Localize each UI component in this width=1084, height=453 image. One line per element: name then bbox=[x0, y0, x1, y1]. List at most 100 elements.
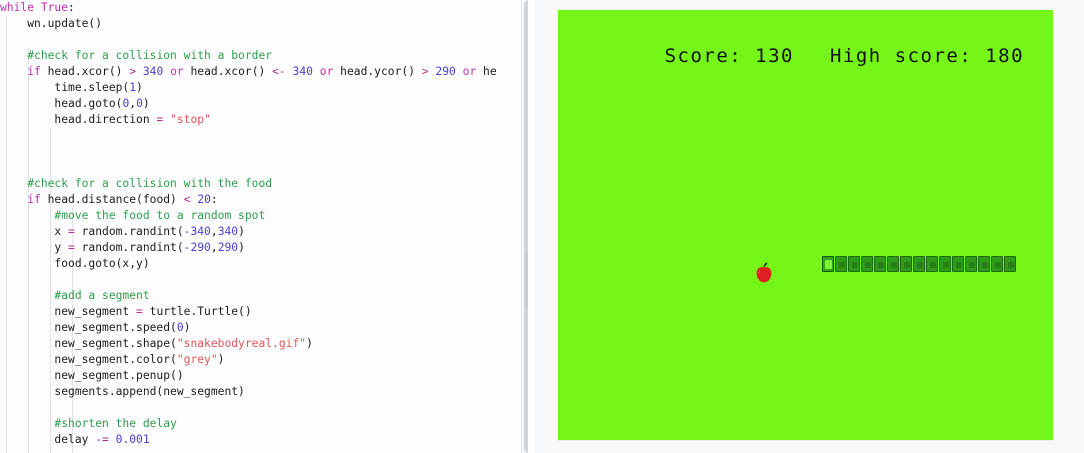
code-line[interactable]: food.goto(x,y) bbox=[0, 256, 520, 272]
code-token: random.randint( bbox=[74, 241, 184, 254]
snake-body-segment bbox=[926, 256, 938, 272]
code-token: 0 bbox=[136, 97, 143, 110]
code-token: 0 bbox=[122, 97, 130, 110]
scrollbar-thumb[interactable] bbox=[524, 0, 528, 453]
code-editor-pane[interactable]: while True: wn.update() #check for a col… bbox=[0, 0, 528, 453]
code-line[interactable]: if head.xcor() > 340 or head.xcor() <- 3… bbox=[0, 64, 520, 80]
snake-body-segment bbox=[887, 256, 899, 272]
code-line[interactable] bbox=[0, 144, 520, 160]
code-line[interactable]: #check for a collision with a border bbox=[0, 48, 520, 64]
code-token bbox=[313, 65, 320, 78]
code-token bbox=[456, 65, 463, 78]
scrollbar-grip-icon[interactable] bbox=[525, 252, 528, 308]
code-token: , bbox=[129, 97, 137, 110]
code-token: 340 bbox=[142, 65, 164, 78]
code-token: 0 bbox=[176, 321, 184, 334]
code-token: -340 bbox=[183, 225, 211, 238]
code-token: True bbox=[40, 1, 69, 14]
code-line[interactable]: new_segment.color("grey") bbox=[0, 352, 520, 368]
code-line[interactable]: wn.update() bbox=[0, 16, 520, 32]
code-token bbox=[109, 433, 116, 446]
high-score-label: High score: 180 bbox=[829, 45, 1025, 67]
code-token bbox=[0, 65, 27, 78]
code-token: new_segment.shape( bbox=[0, 337, 177, 350]
code-token bbox=[0, 193, 27, 206]
game-canvas[interactable]: Score: 130 High score: 180 bbox=[558, 10, 1053, 440]
code-text-area[interactable]: while True: wn.update() #check for a col… bbox=[0, 0, 520, 453]
code-line[interactable]: if head.distance(food) < 20: bbox=[0, 192, 520, 208]
code-line[interactable]: while True: bbox=[0, 0, 520, 16]
game-window[interactable]: Score: 130 High score: 180 bbox=[534, 0, 1084, 453]
snake-body-segment bbox=[874, 256, 886, 272]
code-line[interactable]: #move the food to a random spot bbox=[0, 208, 520, 224]
apple-food-icon bbox=[754, 262, 774, 284]
snake-body-segment bbox=[1004, 256, 1016, 272]
code-line[interactable]: x = random.randint(-340,340) bbox=[0, 224, 520, 240]
code-line[interactable] bbox=[0, 400, 520, 416]
snake-body-segment bbox=[900, 256, 912, 272]
code-line[interactable]: #check for a collision with the food bbox=[0, 176, 520, 192]
snake-body-segment bbox=[965, 256, 977, 272]
snake-body-segment bbox=[991, 256, 1003, 272]
code-token bbox=[286, 65, 293, 78]
code-token: "snakebodyreal.gif" bbox=[176, 337, 307, 350]
code-token: -= bbox=[95, 433, 109, 446]
code-token: = bbox=[68, 225, 75, 238]
code-line[interactable] bbox=[0, 128, 520, 144]
code-token: 290 bbox=[435, 65, 456, 78]
code-token: ) bbox=[238, 225, 245, 238]
code-token: if bbox=[27, 193, 41, 206]
code-token: ) bbox=[217, 353, 225, 366]
code-line[interactable]: delay -= 0.001 bbox=[0, 432, 520, 448]
code-token: time.sleep( bbox=[0, 81, 130, 94]
code-token: = bbox=[68, 241, 75, 254]
code-line[interactable]: new_segment.shape("snakebodyreal.gif") bbox=[0, 336, 520, 352]
score-display: Score: 130 High score: 180 bbox=[558, 23, 1053, 89]
code-token: head.xcor() bbox=[183, 65, 273, 78]
code-token: = bbox=[136, 305, 143, 318]
code-token: random.randint( bbox=[74, 225, 184, 238]
code-line[interactable]: #add a segment bbox=[0, 288, 520, 304]
code-line[interactable] bbox=[0, 32, 520, 48]
code-token: -290 bbox=[183, 241, 211, 254]
code-line[interactable]: head.goto(0,0) bbox=[0, 96, 520, 112]
code-token: wn.update() bbox=[0, 17, 103, 30]
code-token: : bbox=[210, 193, 218, 206]
code-token: new_segment bbox=[0, 305, 137, 318]
code-token: , bbox=[210, 225, 218, 238]
snake-body-segment bbox=[835, 256, 847, 272]
code-token: <- bbox=[272, 65, 286, 78]
code-line[interactable]: #shorten the delay bbox=[0, 416, 520, 432]
code-line[interactable] bbox=[0, 272, 520, 288]
code-line[interactable]: segments.append(new_segment) bbox=[0, 384, 520, 400]
code-token: new_segment.color( bbox=[0, 353, 177, 366]
snake-body-segment bbox=[978, 256, 990, 272]
code-line[interactable] bbox=[0, 160, 520, 176]
code-token: while bbox=[0, 1, 41, 14]
code-line[interactable]: head.direction = "stop" bbox=[0, 112, 520, 128]
code-token: he bbox=[476, 65, 497, 78]
code-token: new_segment.speed( bbox=[0, 321, 177, 334]
editor-vertical-scrollbar[interactable] bbox=[521, 0, 528, 453]
snake-body-segment bbox=[848, 256, 860, 272]
code-line[interactable]: y = random.randint(-290,290) bbox=[0, 240, 520, 256]
code-token: 290 bbox=[217, 241, 239, 254]
snake-body bbox=[822, 256, 1016, 272]
code-line[interactable]: new_segment.speed(0) bbox=[0, 320, 520, 336]
code-token: delay bbox=[0, 433, 96, 446]
code-line[interactable]: new_segment.penup() bbox=[0, 368, 520, 384]
code-token: ) bbox=[136, 81, 143, 94]
code-token: #check for a collision with the food bbox=[27, 177, 273, 190]
code-token: ) bbox=[142, 97, 150, 110]
snake-head-segment bbox=[822, 256, 834, 272]
code-token: #move the food to a random spot bbox=[54, 209, 266, 222]
score-label: Score: 130 bbox=[664, 45, 794, 67]
code-token: 0.001 bbox=[115, 433, 150, 446]
code-token bbox=[136, 65, 143, 78]
code-token: : bbox=[68, 1, 75, 14]
code-token: x bbox=[0, 225, 69, 238]
code-token: new_segment.penup() bbox=[0, 369, 184, 382]
code-token: "grey" bbox=[176, 353, 218, 366]
code-line[interactable]: new_segment = turtle.Turtle() bbox=[0, 304, 520, 320]
code-line[interactable]: time.sleep(1) bbox=[0, 80, 520, 96]
